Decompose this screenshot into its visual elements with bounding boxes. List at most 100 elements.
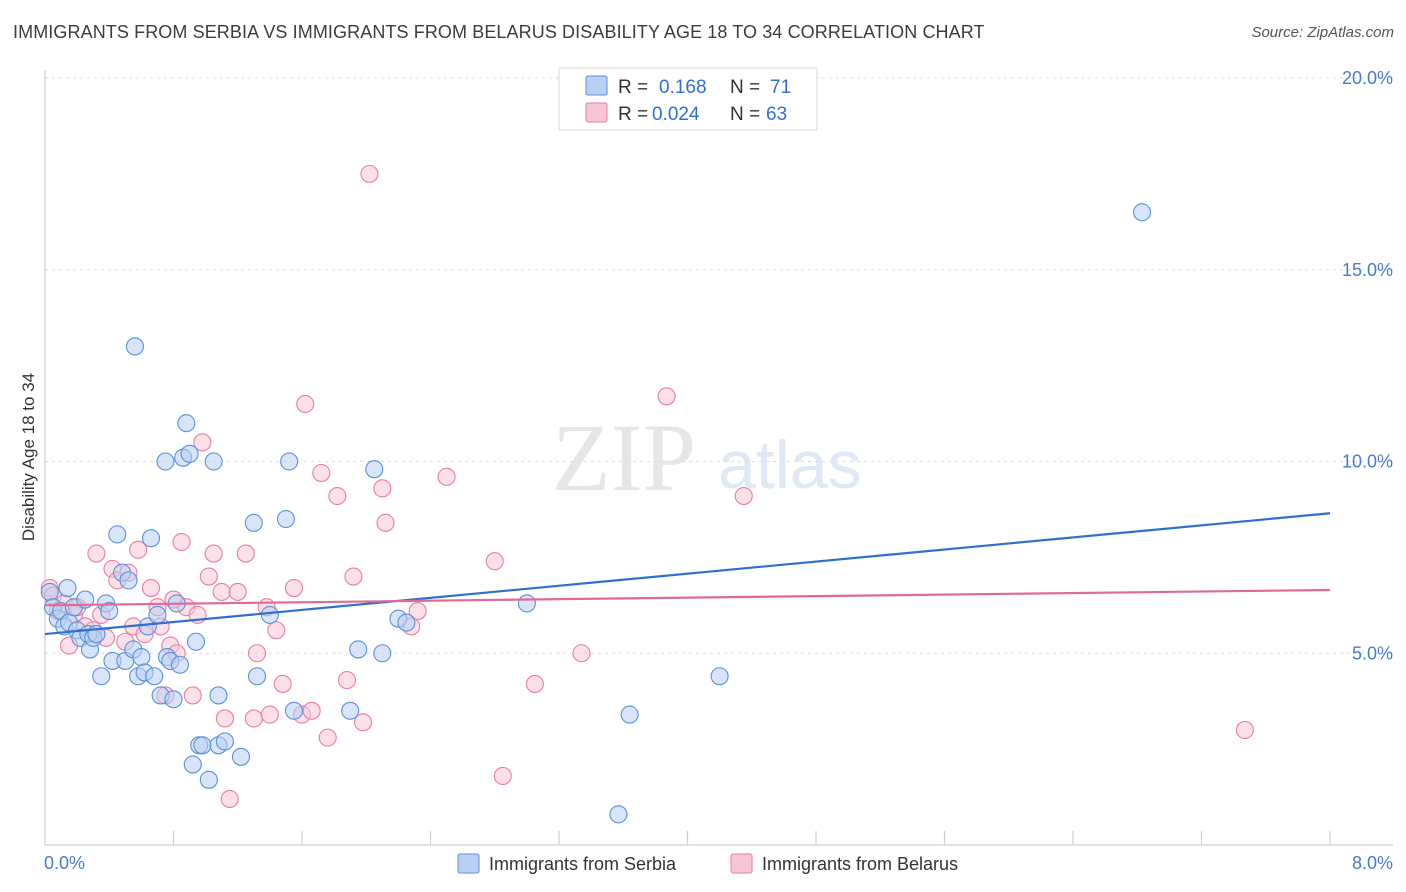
legend-swatch-belarus	[585, 102, 608, 123]
y-tick-label-15: 15.0%	[1342, 260, 1393, 280]
serbia-point-53	[247, 667, 267, 686]
belarus-point-54	[360, 164, 379, 183]
serbia-point-47	[204, 452, 223, 471]
serbia-point-19	[108, 525, 127, 544]
serbia-point-52	[244, 513, 263, 532]
bottom-legend-swatch-belarus	[730, 853, 753, 874]
belarus-point-48	[312, 463, 331, 483]
serbia-point-42	[183, 755, 202, 774]
belarus-point-17	[129, 540, 148, 559]
serbia-point-68	[1133, 203, 1152, 222]
serbia-point-40	[177, 414, 196, 433]
belarus-point-35	[220, 789, 239, 809]
belarus-point-59	[437, 467, 456, 486]
belarus-point-47	[302, 701, 321, 720]
x-tick-label-min: 0.0%	[44, 853, 85, 873]
serbia-point-36	[164, 690, 183, 709]
legend-r-label-belarus: R =	[618, 104, 648, 125]
belarus-point-43	[273, 674, 292, 693]
belarus-point-58	[408, 602, 427, 621]
serbia-point-56	[280, 452, 299, 471]
belarus-point-50	[328, 486, 347, 506]
belarus-point-62	[525, 674, 544, 693]
bottom-legend-label-serbia: Immigrants from Serbia	[489, 854, 677, 874]
belarus-point-55	[373, 479, 392, 498]
belarus-point-46	[296, 394, 315, 414]
source-credit: Source: ZipAtlas.com	[1251, 24, 1394, 41]
belarus-point-56	[376, 513, 395, 532]
x-tick-label-max: 8.0%	[1352, 853, 1393, 873]
serbia-point-48	[209, 686, 228, 705]
belarus-point-19	[141, 579, 161, 598]
belarus-point-53	[353, 713, 373, 732]
belarus-point-33	[212, 582, 231, 601]
serbia-point-66	[609, 805, 628, 824]
serbia-point-38	[170, 655, 189, 674]
serbia-point-31	[148, 605, 167, 624]
belarus-point-34	[215, 709, 234, 728]
serbia-point-0	[40, 582, 59, 601]
belarus-point-61	[493, 766, 512, 786]
bottom-legend-label-belarus: Immigrants from Belarus	[762, 854, 958, 874]
serbia-trend-line	[44, 512, 1331, 636]
belarus-point-30	[193, 433, 212, 452]
y-axis-label: Disability Age 18 to 34	[19, 373, 38, 541]
serbia-point-29	[141, 529, 161, 548]
serbia-point-30	[145, 667, 164, 686]
belarus-point-36	[228, 582, 247, 601]
belarus-point-37	[236, 544, 255, 563]
belarus-point-44	[284, 579, 304, 598]
legend-r-value-belarus: 0.024	[652, 104, 700, 125]
bottom-legend-swatch-serbia	[457, 853, 480, 874]
belarus-point-65	[734, 486, 753, 506]
belarus-point-52	[344, 567, 363, 586]
belarus-point-41	[260, 705, 279, 724]
serbia-point-33	[156, 452, 175, 471]
serbia-point-58	[341, 701, 360, 720]
serbia-point-51	[231, 747, 251, 766]
serbia-point-64	[517, 594, 536, 613]
trend-lines	[44, 512, 1331, 636]
serbia-point-67	[710, 667, 729, 686]
top-legend: R = 0.168 N = 71 R = 0.024 N = 63	[558, 67, 818, 131]
serbia-point-50	[215, 732, 234, 751]
serbia-point-24	[125, 337, 144, 356]
legend-r-value-serbia: 0.168	[659, 77, 707, 98]
serbia-point-60	[365, 460, 384, 479]
gridlines	[45, 77, 1393, 654]
belarus-point-9	[87, 544, 106, 563]
serbia-point-26	[132, 648, 151, 667]
belarus-point-26	[172, 532, 191, 552]
legend-r-label-serbia: R =	[618, 77, 648, 98]
serbia-point-41	[180, 444, 199, 463]
belarus-point-49	[318, 728, 337, 747]
belarus-point-42	[267, 621, 286, 640]
legend-n-label-serbia: N =	[730, 77, 760, 98]
y-tick-label-20: 20.0%	[1342, 68, 1393, 88]
belarus-trend-line	[44, 588, 1331, 607]
belarus-point-28	[183, 686, 202, 705]
y-tick-label-5: 5.0%	[1352, 643, 1393, 663]
serbia-point-45	[193, 736, 212, 755]
serbia-point-54	[260, 605, 279, 624]
legend-n-label-belarus: N =	[730, 104, 760, 125]
serbia-point-65	[620, 705, 639, 724]
serbia-point-63	[397, 613, 416, 632]
serbia-point-57	[284, 701, 304, 720]
belarus-point-63	[572, 644, 591, 663]
belarus-point-38	[244, 709, 263, 728]
serbia-point-43	[186, 632, 206, 651]
y-tick-label-10: 10.0%	[1342, 452, 1393, 472]
belarus-point-64	[657, 387, 676, 406]
serbia-point-15	[92, 667, 111, 686]
serbia-point-46	[199, 770, 218, 789]
serbia-point-17	[100, 602, 119, 621]
serbia-points	[40, 203, 1152, 824]
belarus-point-66	[1235, 720, 1254, 740]
serbia-point-59	[349, 640, 368, 659]
belarus-point-39	[247, 644, 267, 663]
y-axis-tick-labels: 5.0% 10.0% 15.0% 20.0%	[1342, 68, 1393, 663]
serbia-point-5	[58, 579, 77, 598]
